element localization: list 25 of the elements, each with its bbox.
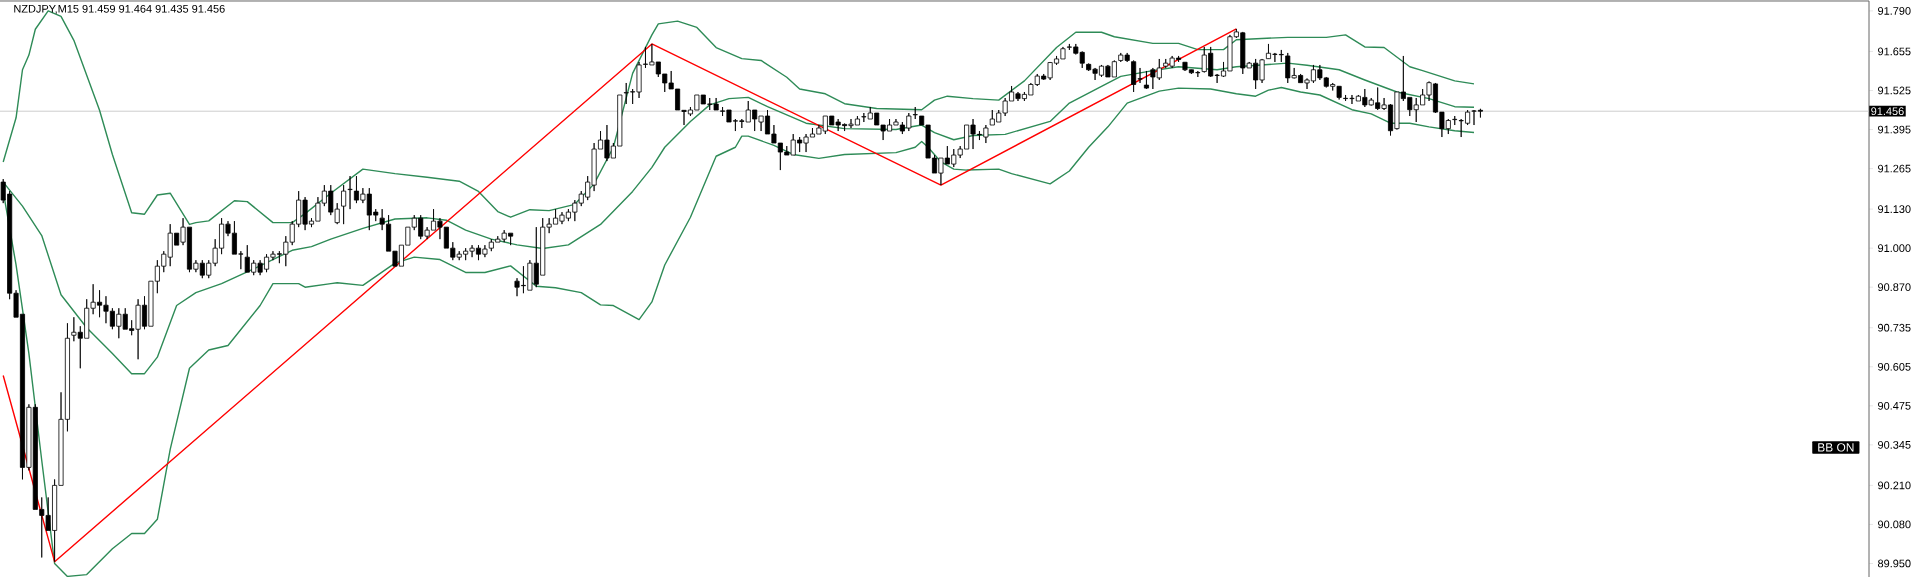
y-tick-label: 90.080	[1878, 520, 1911, 529]
y-tick-label: 91.130	[1878, 205, 1911, 213]
candlestick	[341, 184, 347, 225]
candlestick	[1143, 70, 1149, 90]
y-tick-label: 91.000	[1878, 244, 1911, 253]
y-tick-label: 90.735	[1878, 323, 1911, 332]
y-tick-label: 91.265	[1878, 164, 1911, 173]
candlestick	[912, 106, 918, 120]
y-tick-label: 91.790	[1878, 7, 1911, 15]
y-tick-label: 89.950	[1877, 559, 1911, 568]
annotation: BB ON	[1818, 443, 1854, 452]
y-tick-label: 90.605	[1878, 362, 1911, 371]
y-tick-label: 90.210	[1878, 481, 1911, 490]
y-tick-label: 90.475	[1878, 401, 1911, 410]
line-series	[2, 86, 1475, 577]
ref-line-label: 91.456	[1871, 107, 1904, 116]
y-tick-label: 90.870	[1878, 283, 1911, 292]
y-tick-label: 91.395	[1878, 125, 1911, 134]
candlestick	[1452, 115, 1458, 126]
chart-title: NZDJPY,M15 91.459 91.464 91.435 91.456	[14, 4, 225, 14]
y-tick-label: 91.525	[1878, 86, 1911, 95]
y-tick-label: 91.655	[1878, 47, 1911, 56]
candlestick	[347, 175, 353, 210]
line-series	[2, 28, 1238, 563]
y-tick-label: 90.345	[1878, 440, 1911, 449]
